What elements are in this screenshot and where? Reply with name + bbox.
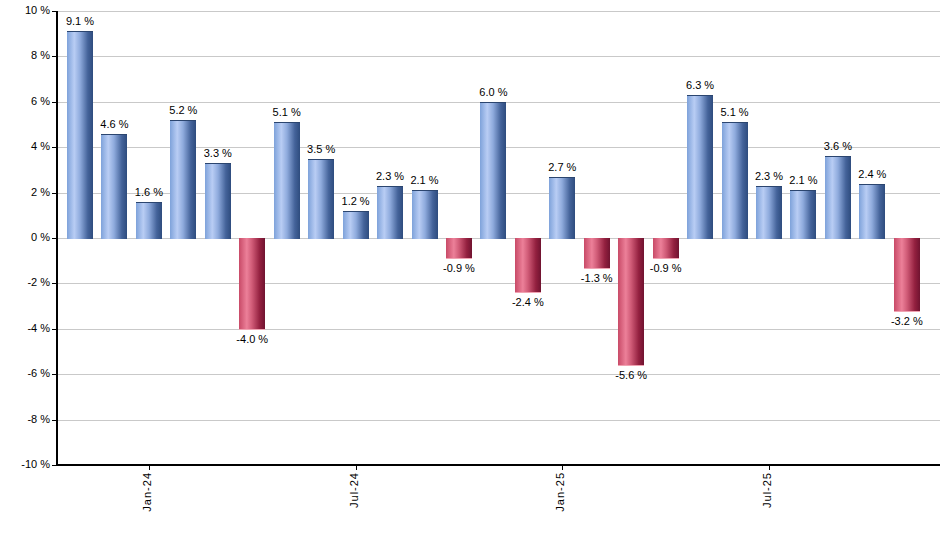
bar-value-label: 5.1 % [720, 106, 748, 118]
bar [412, 190, 438, 239]
x-axis-line [56, 464, 940, 466]
bar [894, 238, 920, 312]
y-axis-line [56, 11, 58, 466]
y-axis-tick-label: -4 % [2, 322, 50, 334]
bar [790, 190, 816, 239]
bar [480, 102, 506, 239]
y-axis-tick-label: 0 % [2, 231, 50, 243]
bar-value-label: 9.1 % [66, 15, 94, 27]
y-axis-tick-label: -8 % [2, 413, 50, 425]
bar [67, 31, 93, 239]
x-axis-tick-label: Jul-25 [761, 472, 773, 508]
bar-value-label: 1.2 % [342, 195, 370, 207]
bar-value-label: -5.6 % [615, 369, 647, 381]
bar-value-label: 6.3 % [686, 79, 714, 91]
bar-value-label: 2.7 % [548, 161, 576, 173]
bar-value-label: -1.3 % [581, 272, 613, 284]
bar-value-label: 3.3 % [204, 147, 232, 159]
bar [825, 156, 851, 239]
bar [308, 159, 334, 239]
bar [515, 238, 541, 293]
bar [446, 238, 472, 259]
bar [343, 211, 369, 239]
y-axis-tick-label: -10 % [2, 458, 50, 470]
bar [549, 177, 575, 239]
x-axis-tick-mark [769, 464, 770, 470]
x-axis-tick-label: Jan-24 [141, 472, 153, 512]
bar-value-label: -2.4 % [512, 296, 544, 308]
bar [859, 184, 885, 239]
bar-value-label: 2.1 % [789, 174, 817, 186]
bar [687, 95, 713, 239]
bar-value-label: 4.6 % [100, 118, 128, 130]
bar-value-label: 2.1 % [410, 174, 438, 186]
bar [377, 186, 403, 239]
gridline [57, 374, 940, 375]
x-axis-tick-label: Jan-25 [554, 472, 566, 512]
bar-value-label: -3.2 % [891, 315, 923, 327]
x-axis-tick-mark [356, 464, 357, 470]
bar-value-label: -0.9 % [443, 262, 475, 274]
x-axis-tick-label: Jul-24 [348, 472, 360, 508]
bar [274, 122, 300, 239]
bar-value-label: 6.0 % [479, 86, 507, 98]
bar [618, 238, 644, 366]
gridline [57, 11, 940, 12]
bar [653, 238, 679, 259]
bar [101, 134, 127, 239]
bar-value-label: 1.6 % [135, 186, 163, 198]
y-axis-tick-label: 4 % [2, 140, 50, 152]
y-axis-tick-label: -6 % [2, 367, 50, 379]
x-axis-tick-mark [149, 464, 150, 470]
gridline [57, 329, 940, 330]
y-axis-tick-label: 10 % [2, 4, 50, 16]
y-axis-tick-label: 6 % [2, 95, 50, 107]
monthly-returns-bar-chart: 10 % 8 % 6 % 4 % 2 % 0 % -2 % -4 % -6 % -8 % -10 %… [0, 0, 940, 550]
bar-value-label: 2.3 % [755, 170, 783, 182]
y-axis-tick-label: 2 % [2, 186, 50, 198]
y-axis-tick-label: 8 % [2, 49, 50, 61]
bar [722, 122, 748, 239]
bar [136, 202, 162, 239]
bar [205, 163, 231, 239]
bar [584, 238, 610, 269]
gridline [57, 283, 940, 284]
gridline [57, 420, 940, 421]
bar-value-label: 2.4 % [858, 168, 886, 180]
bar-value-label: 5.2 % [169, 104, 197, 116]
bar-value-label: 2.3 % [376, 170, 404, 182]
bar-value-label: 5.1 % [273, 106, 301, 118]
bar-value-label: -4.0 % [236, 333, 268, 345]
y-axis-tick-label: -2 % [2, 276, 50, 288]
x-axis-tick-mark [562, 464, 563, 470]
bar [170, 120, 196, 239]
bar-value-label: 3.6 % [824, 140, 852, 152]
gridline [57, 56, 940, 57]
bar [756, 186, 782, 239]
bar-value-label: 3.5 % [307, 143, 335, 155]
bar-value-label: -0.9 % [650, 262, 682, 274]
bar [239, 238, 265, 330]
